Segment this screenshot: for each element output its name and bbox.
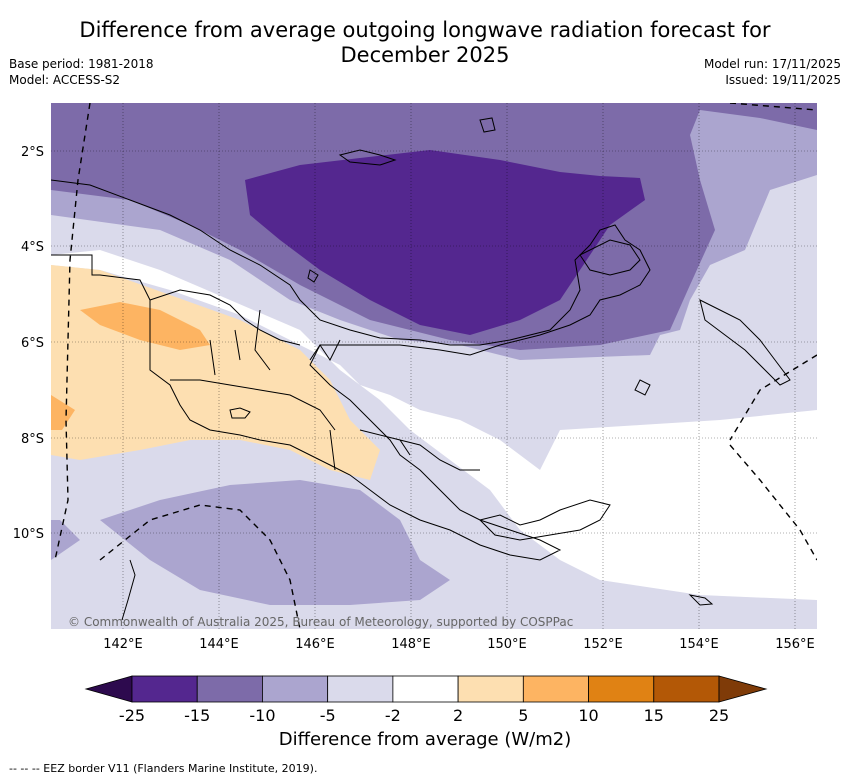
south-coast-fragment xyxy=(399,439,480,471)
model-text: Model: ACCESS-S2 xyxy=(9,73,121,87)
lon-label: 146°E xyxy=(295,637,335,652)
colorbar-segment xyxy=(327,675,394,703)
copyright-text: © Commonwealth of Australia 2025, Bureau… xyxy=(68,615,573,629)
colorbar-extend-high xyxy=(718,675,768,703)
australia-coast xyxy=(121,559,136,621)
lon-label: 150°E xyxy=(487,637,527,652)
island-new-britain xyxy=(479,499,611,541)
longitude-labels: 142°E 144°E 146°E 148°E 150°E 152°E 154°… xyxy=(103,637,815,652)
eez-border-south xyxy=(99,504,301,629)
province-border-2 xyxy=(170,379,336,431)
base-period-text: Base period: 1981-2018 xyxy=(9,57,154,71)
colorbar-tick-label: -5 xyxy=(320,706,336,725)
title-line-1: Difference from average outgoing longwav… xyxy=(79,18,771,42)
lon-label: 144°E xyxy=(199,637,239,652)
anomaly-field xyxy=(51,103,817,629)
colorbar-tick-label: 2 xyxy=(453,706,463,725)
island-small-2 xyxy=(307,269,319,283)
island-manus xyxy=(338,149,397,166)
lon-label: 152°E xyxy=(583,637,623,652)
coastlines xyxy=(51,117,791,621)
colorbar-tick-label: 5 xyxy=(518,706,528,725)
lat-label: 10°S xyxy=(13,527,44,542)
colorbar-label: Difference from average (W/m2) xyxy=(278,729,572,750)
province-border-1 xyxy=(149,289,301,346)
lat-label: 8°S xyxy=(21,432,44,447)
eez-border-southeast xyxy=(729,444,817,561)
issued-text: Issued: 19/11/2025 xyxy=(725,73,841,87)
island-small-3 xyxy=(229,407,251,419)
model-run-text: Model run: 17/11/2025 xyxy=(703,57,841,71)
lon-label: 156°E xyxy=(775,637,815,652)
lat-label: 4°S xyxy=(21,240,44,255)
island-small-5 xyxy=(688,594,714,606)
province-border-4 xyxy=(209,309,271,376)
colorbar-segment xyxy=(392,675,459,703)
colorbar-tick-label: -15 xyxy=(184,706,210,725)
title-line-2: December 2025 xyxy=(340,43,510,67)
island-small-1 xyxy=(479,117,496,133)
island-small-4 xyxy=(634,379,651,396)
meta-left: Base period: 1981-2018 Model: ACCESS-S2 xyxy=(9,56,154,88)
colorbar-tick-label: -2 xyxy=(385,706,401,725)
chart-title: Difference from average outgoing longwav… xyxy=(0,18,850,68)
lon-label: 148°E xyxy=(391,637,431,652)
colorbar-tick-label: 10 xyxy=(578,706,598,725)
colorbar-segment xyxy=(588,675,655,703)
eez-border-west xyxy=(54,103,91,561)
latitude-labels: 2°S 4°S 6°S 8°S 10°S xyxy=(13,145,44,542)
lat-label: 6°S xyxy=(21,336,44,351)
eez-borders xyxy=(54,103,817,629)
colorbar-tick-label: -25 xyxy=(119,706,145,725)
colorbar-tick-label: 25 xyxy=(709,706,729,725)
colorbar-extend-low xyxy=(84,675,133,703)
colorbar xyxy=(84,675,768,703)
field-medium-purple-southwest xyxy=(51,520,80,560)
lon-label: 142°E xyxy=(103,637,143,652)
gridlines xyxy=(51,103,817,629)
colorbar-tick-label: -10 xyxy=(249,706,275,725)
meta-right: Model run: 17/11/2025 Issued: 19/11/2025 xyxy=(704,56,841,88)
lat-label: 2°S xyxy=(21,145,44,160)
field-near-zero-south xyxy=(560,410,817,600)
island-new-ireland xyxy=(699,299,791,386)
eez-border-east xyxy=(729,354,817,441)
colorbar-segment xyxy=(522,675,589,703)
eez-footnote: -- -- -- EEZ border V11 (Flanders Marine… xyxy=(9,762,318,775)
colorbar-segment xyxy=(653,675,720,703)
field-deep-purple-core xyxy=(245,150,645,335)
colorbar-segment xyxy=(262,675,329,703)
colorbar-segment xyxy=(457,675,524,703)
field-orange-core xyxy=(80,302,210,350)
field-orange-west xyxy=(51,395,75,430)
lon-label: 154°E xyxy=(679,637,719,652)
eez-border-north xyxy=(729,103,817,111)
colorbar-segment xyxy=(196,675,263,703)
colorbar-tick-label: 15 xyxy=(644,706,664,725)
colorbar-ticks: -25 -15 -10 -5 -2 2 5 10 15 25 xyxy=(119,706,729,725)
colorbar-segment xyxy=(131,675,198,703)
island-bougainville xyxy=(579,239,641,276)
field-medium-purple-south xyxy=(100,480,450,605)
